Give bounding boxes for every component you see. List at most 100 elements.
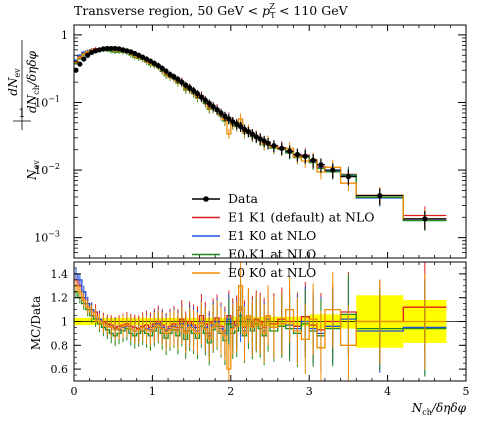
data-point-48 xyxy=(261,138,267,144)
x-tick-label-3: 3 xyxy=(306,385,313,398)
data-point-46 xyxy=(253,134,259,140)
ratio-y-tick-label-2: 1 xyxy=(61,316,68,329)
legend-label-2: E1 K0 at NLO xyxy=(228,228,316,243)
legend-item-3: E0 K1 at NLO xyxy=(192,247,316,262)
y-tick-label-3: 10−3 xyxy=(34,230,60,245)
legend-label-1: E1 K1 (default) at NLO xyxy=(228,210,375,225)
data-point-27 xyxy=(179,79,185,85)
data-point-1 xyxy=(77,61,83,67)
legend-item-2: E1 K0 at NLO xyxy=(192,228,316,243)
legend-marker-0 xyxy=(203,196,209,202)
legend-label-3: E0 K1 at NLO xyxy=(228,247,316,262)
ratio-y-tick-label-3: 1.2 xyxy=(51,292,69,305)
data-point-3 xyxy=(85,52,91,58)
data-point-39 xyxy=(226,116,232,122)
data-point-44 xyxy=(245,129,252,135)
main-panel xyxy=(73,45,447,231)
data-point-45 xyxy=(249,131,255,137)
data-point-20 xyxy=(151,60,157,66)
y-axis-label-dnch: dNch/δηδφ xyxy=(25,50,41,113)
data-point-26 xyxy=(175,76,181,82)
main-frame xyxy=(73,24,467,259)
data-point-58 xyxy=(345,174,351,180)
data-point-12 xyxy=(120,47,126,53)
data-point-23 xyxy=(163,68,169,74)
data-point-7 xyxy=(100,46,106,52)
data-point-16 xyxy=(136,52,142,58)
y-tick-label-0: 1 xyxy=(61,29,68,42)
data-point-43 xyxy=(241,126,248,132)
data-point-15 xyxy=(132,50,138,57)
data-point-17 xyxy=(140,54,146,60)
data-point-41 xyxy=(234,121,240,127)
data-point-50 xyxy=(271,143,277,149)
chart-title: Transverse region, 50 GeV < pTZ < 110 Ge… xyxy=(74,2,349,20)
data-point-31 xyxy=(194,91,201,97)
data-point-5 xyxy=(92,48,99,54)
data-point-13 xyxy=(124,48,130,54)
legend-label-4: E0 K0 at NLO xyxy=(228,265,316,280)
y-tick-label-1: 10−1 xyxy=(34,94,60,109)
data-point-33 xyxy=(202,97,208,103)
data-point-51 xyxy=(279,145,285,151)
x-axis-label: Nch/δηδφ xyxy=(411,401,467,417)
data-point-59 xyxy=(377,192,383,199)
data-point-56 xyxy=(318,162,324,168)
legend-item-4: E0 K0 at NLO xyxy=(192,265,316,280)
data-point-57 xyxy=(330,167,336,173)
data-point-29 xyxy=(187,85,193,91)
data-point-53 xyxy=(294,151,301,158)
data-point-32 xyxy=(198,94,204,100)
y-axis-label-denominator: Nev xyxy=(25,160,41,181)
ratio-y-tick-label-0: 0.6 xyxy=(51,363,69,376)
series-0-histogram xyxy=(74,47,447,217)
data-point-11 xyxy=(116,46,122,52)
x-tick-label-4: 4 xyxy=(384,385,391,398)
data-point-36 xyxy=(214,107,220,113)
data-point-34 xyxy=(206,100,212,106)
data-point-9 xyxy=(108,45,114,52)
series-3-ratio-histogram xyxy=(74,285,447,370)
data-point-49 xyxy=(265,140,271,146)
data-point-21 xyxy=(155,63,161,69)
legend-label-0: Data xyxy=(228,191,258,206)
data-point-28 xyxy=(183,82,189,88)
data-point-42 xyxy=(238,123,244,130)
data-point-60 xyxy=(422,216,428,222)
y-axis-label-dnev: dNev xyxy=(6,68,22,96)
x-tick-label-5: 5 xyxy=(463,385,470,398)
data-point-37 xyxy=(218,110,224,116)
data-point-4 xyxy=(89,49,95,56)
data-point-54 xyxy=(302,153,308,159)
legend: Data E1 K1 (default) at NLO E1 K0 at NLO E0… xyxy=(192,191,375,280)
data-point-2 xyxy=(81,56,87,62)
data-point-25 xyxy=(171,74,177,80)
y-axis-label: 1 Nev dNev dNch/δηδφ xyxy=(6,40,41,181)
data-point-10 xyxy=(112,45,118,52)
legend-item-0: Data xyxy=(192,191,258,206)
ratio-y-tick-label-4: 1.4 xyxy=(51,268,69,281)
x-tick-label-1: 1 xyxy=(149,385,156,398)
data-point-24 xyxy=(167,71,173,78)
data-point-52 xyxy=(287,148,293,154)
axes: 0 1 2 3 4 5 1 10−1 10−2 10−3 0.6 0.8 1 1.2 1.4 xyxy=(34,24,470,398)
y-tick-label-2: 10−2 xyxy=(34,162,60,177)
data-point-6 xyxy=(96,47,103,53)
data-point-30 xyxy=(190,87,197,94)
ratio-panel xyxy=(74,262,466,381)
ratio-y-tick-label-1: 0.8 xyxy=(51,339,69,352)
data-point-8 xyxy=(104,45,110,52)
data-point-55 xyxy=(310,157,316,163)
x-tick-label-2: 2 xyxy=(227,385,234,398)
data-point-22 xyxy=(159,65,165,71)
x-tick-label-0: 0 xyxy=(71,385,78,398)
data-point-19 xyxy=(147,58,154,64)
data-point-38 xyxy=(222,113,228,119)
data-point-14 xyxy=(128,49,134,55)
data-point-40 xyxy=(230,119,236,125)
data-point-18 xyxy=(143,56,150,62)
data-point-35 xyxy=(210,103,216,110)
series-2-ratio-histogram xyxy=(74,291,447,344)
ratio-y-axis-label: MC/Data xyxy=(29,296,43,350)
